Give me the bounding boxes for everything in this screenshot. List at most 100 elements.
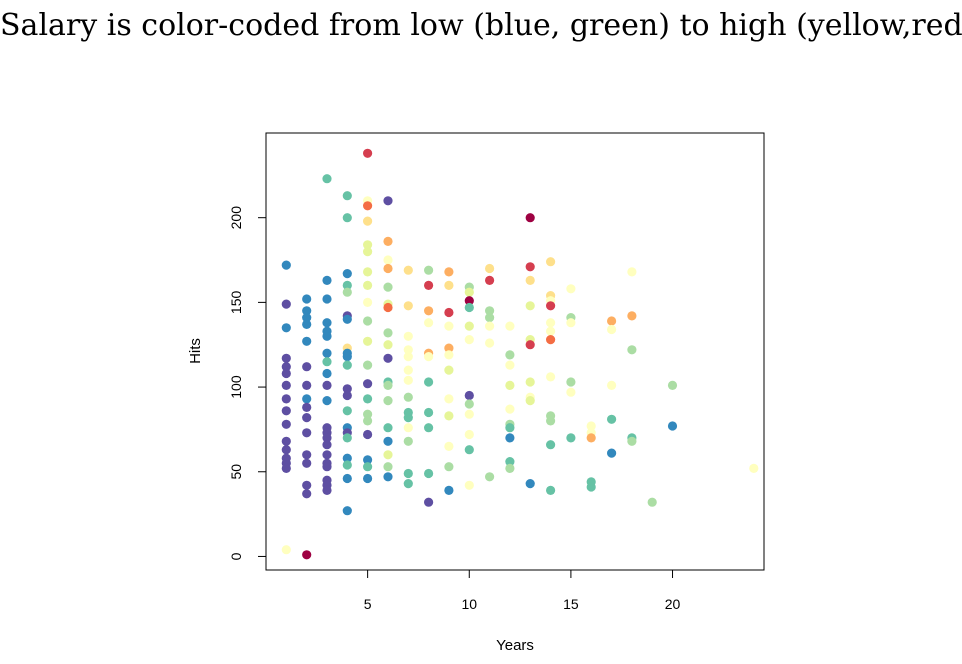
data-point — [363, 240, 373, 250]
data-point — [424, 377, 434, 387]
data-point — [342, 191, 352, 201]
data-point — [607, 380, 617, 390]
data-point — [281, 299, 291, 309]
y-tick-label: 100 — [228, 375, 244, 399]
y-axis: 0 50 100 150 200 — [228, 206, 267, 560]
data-point — [302, 458, 312, 468]
data-point — [383, 436, 393, 446]
data-point — [607, 324, 617, 335]
data-point — [546, 257, 556, 267]
data-point — [363, 416, 373, 426]
data-point — [383, 340, 393, 350]
data-point — [302, 402, 312, 412]
data-point — [403, 468, 413, 479]
data-point — [525, 262, 535, 272]
points-layer — [281, 148, 759, 560]
data-point — [281, 368, 291, 379]
data-point — [505, 350, 515, 360]
data-point — [464, 302, 474, 313]
data-point — [464, 445, 474, 455]
data-point — [566, 387, 576, 397]
x-tick-label: 5 — [364, 596, 372, 612]
data-point — [302, 450, 312, 460]
data-point — [302, 489, 312, 499]
data-point — [383, 450, 393, 460]
data-point — [444, 441, 454, 451]
data-point — [342, 433, 352, 443]
data-point — [444, 343, 454, 353]
data-point — [444, 267, 454, 277]
data-point — [444, 280, 454, 290]
data-point — [505, 457, 515, 467]
data-point — [546, 485, 556, 495]
data-point — [281, 394, 291, 404]
data-point — [322, 380, 332, 390]
data-point — [383, 255, 393, 265]
data-point — [403, 375, 413, 385]
data-point — [363, 216, 373, 226]
data-point — [464, 429, 474, 440]
data-point — [281, 436, 291, 446]
data-point — [403, 413, 413, 423]
data-point — [566, 377, 576, 387]
data-point — [505, 380, 515, 390]
data-point — [322, 318, 332, 328]
data-point — [322, 174, 332, 184]
data-point — [485, 313, 495, 323]
data-point — [464, 296, 474, 306]
data-point — [342, 360, 352, 370]
data-point — [525, 213, 535, 223]
data-point — [424, 407, 434, 418]
data-point — [627, 345, 637, 355]
data-point — [566, 433, 576, 443]
data-point — [525, 275, 535, 285]
data-point — [363, 267, 373, 277]
data-point — [424, 468, 434, 479]
data-point — [342, 314, 352, 324]
data-point — [322, 348, 332, 358]
data-point — [363, 148, 373, 158]
data-point — [607, 316, 617, 326]
data-point — [403, 301, 413, 311]
data-point — [403, 423, 413, 433]
data-point — [363, 473, 373, 484]
data-point — [667, 380, 678, 390]
data-point — [322, 462, 332, 472]
data-point — [485, 263, 495, 274]
data-point — [464, 335, 474, 345]
data-point — [485, 306, 495, 316]
data-point — [302, 413, 312, 423]
data-point — [363, 409, 373, 419]
data-point — [403, 265, 413, 275]
data-point — [667, 421, 678, 431]
data-point — [383, 396, 393, 406]
data-point — [403, 392, 413, 402]
data-point — [525, 340, 535, 350]
data-point — [525, 377, 535, 387]
x-axis: 5 10 15 20 — [364, 569, 681, 612]
data-point — [505, 404, 515, 414]
data-point — [464, 399, 474, 409]
data-point — [607, 448, 617, 458]
data-point — [403, 479, 413, 489]
data-point — [363, 360, 373, 370]
data-point — [302, 336, 312, 346]
data-point — [586, 421, 596, 431]
data-point — [505, 423, 515, 433]
data-point — [403, 436, 413, 446]
data-point — [505, 433, 515, 443]
data-point — [525, 479, 535, 489]
data-point — [505, 360, 515, 370]
data-point — [546, 440, 556, 450]
data-point — [566, 318, 576, 328]
data-point — [647, 497, 657, 507]
data-point — [342, 460, 352, 470]
x-tick-label: 20 — [665, 596, 681, 612]
data-point — [383, 380, 393, 390]
data-point — [444, 485, 454, 495]
data-point — [505, 463, 515, 473]
plot-frame — [265, 132, 765, 571]
data-point — [607, 414, 617, 424]
data-point — [281, 323, 291, 333]
